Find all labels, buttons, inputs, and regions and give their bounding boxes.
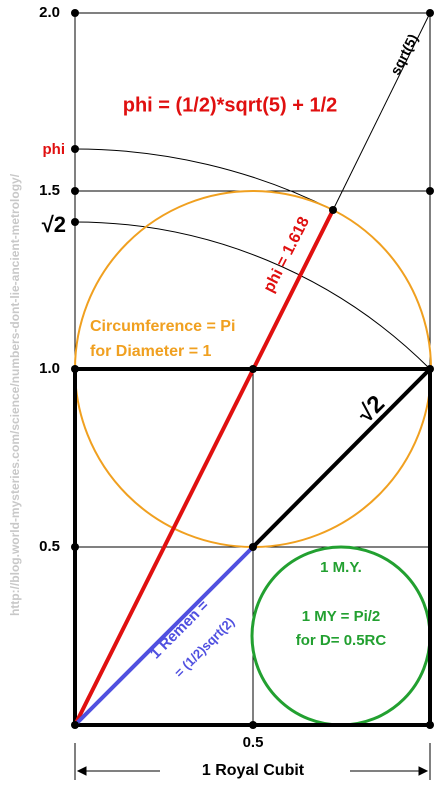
- sqrt2-line: [251, 367, 432, 549]
- circle-text: Circumference = Pi: [90, 318, 235, 335]
- my-text: for D= 0.5RC: [296, 632, 387, 649]
- title: phi = (1/2)*sqrt(5) + 1/2: [123, 94, 338, 116]
- watermark: http://blog.world-mysteries.com/science/…: [8, 173, 22, 616]
- axis-label: √2: [42, 212, 66, 237]
- axis-label: phi: [43, 141, 66, 158]
- circle-text: for Diameter = 1: [90, 343, 211, 360]
- points: [71, 9, 434, 729]
- my-text: 1 MY = Pi/2: [302, 608, 381, 625]
- axis-label: 1.5: [39, 182, 60, 199]
- cubit-label: 1 Royal Cubit: [202, 762, 305, 779]
- axis-label: 1.0: [39, 360, 60, 377]
- phi-line: [73, 209, 335, 726]
- sqrt5-label: sqrt(5): [387, 31, 421, 77]
- axis-label: 0.5: [39, 538, 60, 555]
- x-label: 0.5: [243, 734, 264, 751]
- my-title: 1 M.Y.: [320, 559, 362, 576]
- axis-label: 2.0: [39, 4, 60, 21]
- phi-line-label: phi = 1.618: [261, 214, 314, 295]
- sqrt2-label: √2: [352, 390, 390, 428]
- remen-line: [73, 545, 255, 727]
